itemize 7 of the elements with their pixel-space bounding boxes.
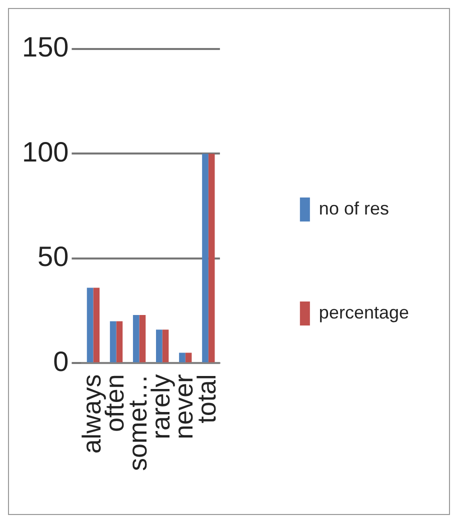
x-tick-label: total <box>192 374 222 424</box>
y-tick-label: 0 <box>53 346 69 377</box>
y-tick-label: 50 <box>38 241 69 272</box>
y-tick-label: 150 <box>22 32 69 63</box>
y-tick-label: 100 <box>22 136 69 168</box>
legend-label: percentage <box>318 302 410 322</box>
legend-label: no of res <box>318 198 389 218</box>
